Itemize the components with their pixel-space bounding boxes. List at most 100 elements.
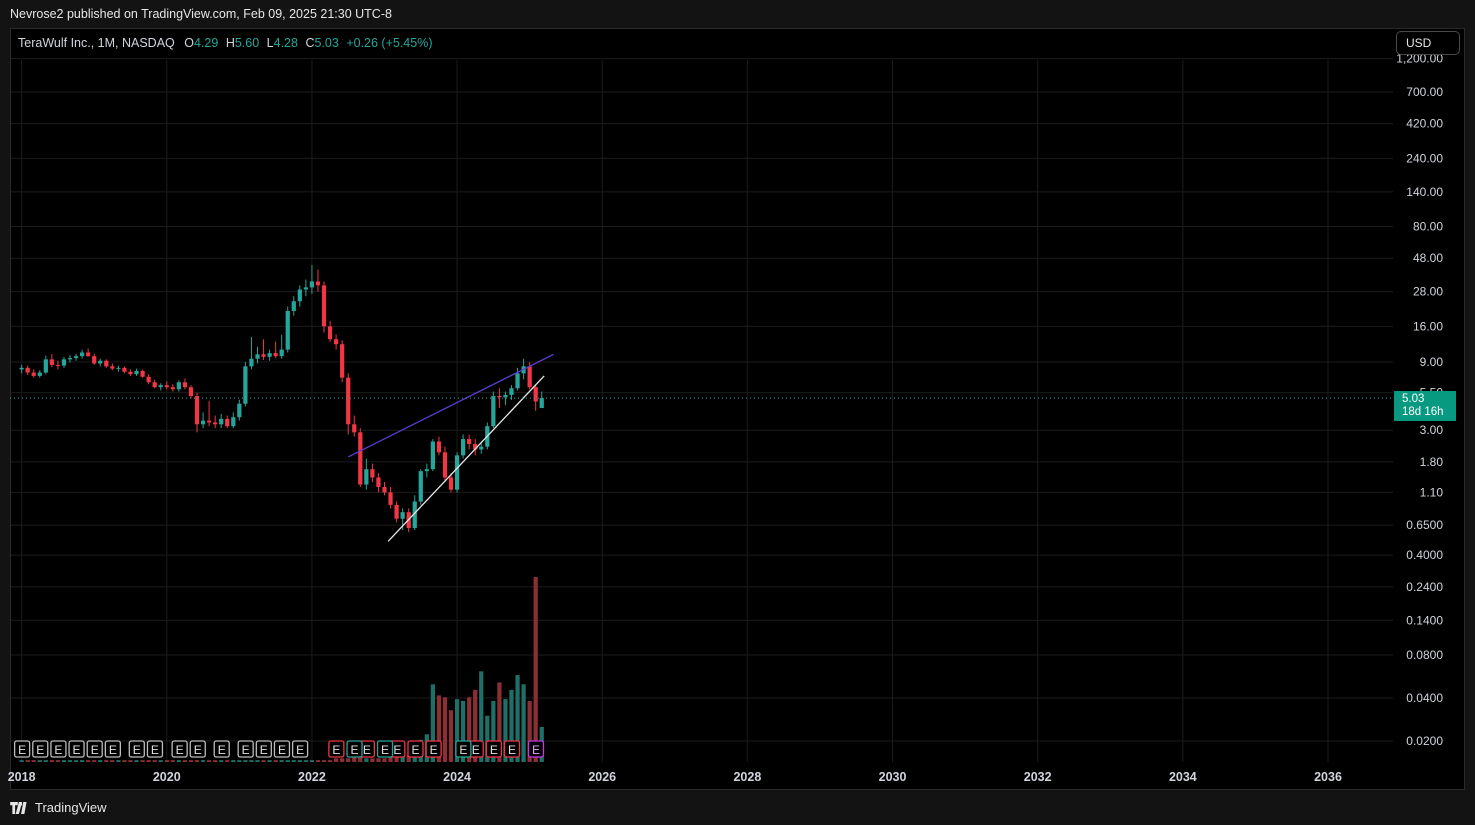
- volume-bar: [358, 756, 363, 762]
- candle-body: [49, 359, 54, 365]
- volume-bar: [134, 760, 139, 762]
- earnings-marker: E: [104, 740, 121, 758]
- volume-bar: [382, 758, 387, 762]
- earnings-marker: E: [273, 740, 291, 758]
- candle-body: [448, 477, 454, 490]
- earnings-marker-box: [291, 740, 309, 758]
- volume-bar: [430, 684, 435, 762]
- volume-bar: [213, 760, 218, 762]
- y-tick-label: 0.4000: [1406, 548, 1443, 562]
- candle-body: [25, 367, 30, 373]
- candle-body: [140, 370, 145, 377]
- chart-pane[interactable]: [10, 28, 1465, 790]
- candle-body: [291, 301, 296, 311]
- volume-bars: [19, 577, 544, 762]
- candle-body: [237, 403, 242, 418]
- low-label: L: [266, 36, 274, 50]
- earnings-marker-label: E: [363, 743, 371, 757]
- y-tick-label: 0.0800: [1406, 648, 1443, 662]
- price-axis: 1,200.00 700.00 420.00 240.00 140.00 80.00 48.…: [1396, 52, 1443, 748]
- volume-bar: [436, 695, 442, 762]
- volume-bar: [515, 675, 520, 762]
- publisher-header: Nevrose2 published on TradingView.com, F…: [10, 7, 392, 21]
- volume-bar: [31, 760, 36, 762]
- candle-body: [327, 326, 333, 340]
- volume-bar: [19, 760, 24, 762]
- earnings-marker-box: [455, 740, 472, 758]
- earnings-marker-label: E: [54, 743, 62, 757]
- candle-body: [424, 469, 429, 472]
- earnings-marker-box: [146, 740, 164, 758]
- earnings-marker: E: [455, 740, 472, 758]
- candle-body: [206, 420, 212, 423]
- candle-body: [110, 366, 115, 369]
- volume-bar: [352, 756, 357, 762]
- x-tick-label: 2036: [1314, 770, 1342, 784]
- earnings-marker-label: E: [109, 743, 117, 757]
- volume-bar: [376, 758, 381, 762]
- candle-body: [79, 352, 85, 357]
- earnings-marker: E: [527, 740, 545, 758]
- volume-bar: [25, 760, 30, 762]
- volume-bar: [49, 760, 54, 762]
- volume-bar: [43, 760, 48, 762]
- candle-body: [358, 432, 363, 485]
- volume-bar: [333, 758, 339, 762]
- y-tick-label: 1.80: [1420, 455, 1444, 469]
- volume-bar: [327, 760, 333, 762]
- earnings-marker: E: [407, 740, 424, 758]
- volume-bar: [158, 760, 163, 762]
- candle-body: [376, 477, 381, 488]
- volume-bar: [110, 760, 115, 762]
- volume-bar: [92, 760, 97, 762]
- candle-body: [394, 504, 399, 519]
- earnings-marker-label: E: [332, 743, 340, 757]
- earnings-marker-label: E: [490, 743, 498, 757]
- earnings-marker: E: [13, 740, 31, 758]
- candle-body: [176, 382, 181, 390]
- candle-body: [92, 356, 97, 364]
- bar-countdown: 18d 16h: [1402, 406, 1444, 418]
- earnings-marker-box: [50, 740, 67, 758]
- candle-body: [73, 356, 79, 359]
- volume-bar: [116, 760, 121, 762]
- candle-body: [170, 387, 175, 390]
- earnings-marker-label: E: [472, 743, 480, 757]
- y-tick-label: 700.00: [1406, 85, 1443, 99]
- volume-bar: [255, 760, 260, 762]
- candle-body: [539, 398, 544, 409]
- high-label: H: [225, 36, 235, 50]
- candlesticks: [19, 265, 544, 533]
- currency-button[interactable]: USD: [1396, 31, 1460, 55]
- earnings-marker-box: [273, 740, 291, 758]
- candle-body: [352, 424, 357, 433]
- current-price-value: 5.03: [1402, 393, 1425, 405]
- earnings-marker-label: E: [73, 743, 81, 757]
- x-tick-label: 2018: [8, 770, 36, 784]
- earnings-marker: E: [485, 740, 503, 758]
- volume-bar: [249, 760, 254, 762]
- candle-body: [104, 360, 109, 367]
- candle-body: [442, 452, 448, 478]
- earnings-marker: E: [213, 740, 230, 758]
- candle-body: [467, 439, 472, 445]
- volume-bar: [442, 697, 448, 762]
- earnings-marker-label: E: [18, 743, 26, 757]
- volume-bar: [285, 760, 290, 762]
- candle-body: [55, 364, 61, 366]
- candle-body: [436, 441, 442, 453]
- candle-body: [454, 455, 460, 490]
- earnings-marker-box: [485, 740, 503, 758]
- earnings-marker: E: [328, 740, 345, 758]
- candle-body: [382, 487, 387, 493]
- tradingview-footer[interactable]: TradingView: [10, 800, 107, 815]
- earnings-marker-box: [213, 740, 230, 758]
- candle-body: [122, 367, 127, 372]
- candle-body: [460, 439, 466, 456]
- y-tick-label: 240.00: [1406, 151, 1443, 165]
- earnings-marker-box: [68, 740, 85, 758]
- grid-lines: [11, 58, 1393, 762]
- volume-bar: [55, 760, 61, 762]
- volume-bar: [182, 760, 188, 762]
